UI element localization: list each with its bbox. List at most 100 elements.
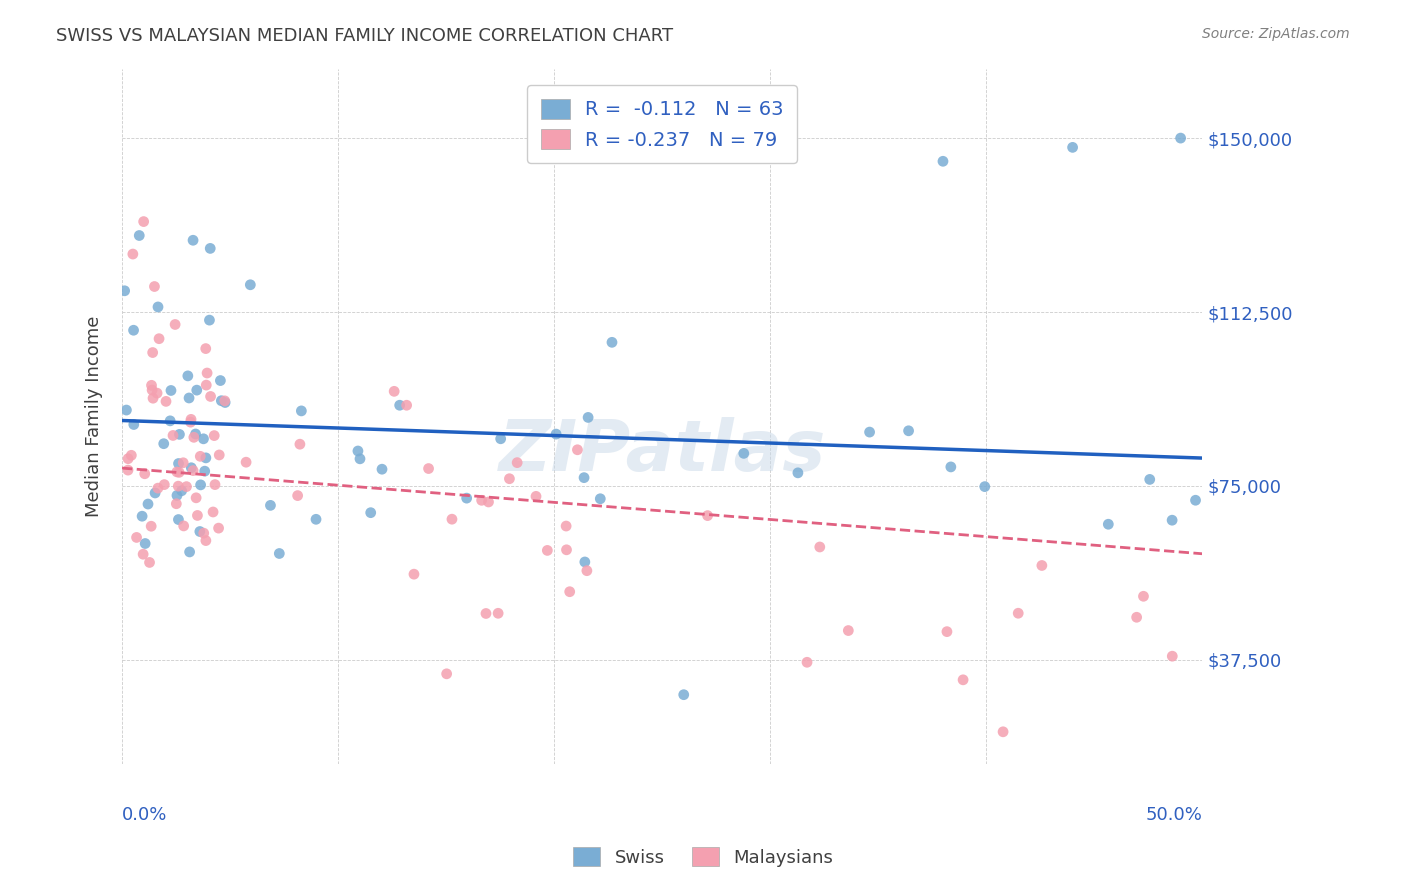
- Malaysians: [567, 442, 589, 457]
- Malaysians: [181, 464, 204, 478]
- Swiss: [349, 451, 371, 466]
- Malaysians: [207, 521, 229, 535]
- Malaysians: [808, 540, 831, 554]
- Malaysians: [142, 391, 165, 405]
- Malaysians: [125, 531, 148, 545]
- Swiss: [181, 233, 204, 247]
- Swiss: [305, 512, 328, 526]
- Swiss: [290, 404, 312, 418]
- Malaysians: [395, 398, 418, 412]
- Malaysians: [141, 383, 163, 397]
- Malaysians: [288, 437, 311, 451]
- Malaysians: [202, 505, 225, 519]
- Malaysians: [436, 666, 458, 681]
- Malaysians: [186, 508, 208, 523]
- Swiss: [489, 432, 512, 446]
- Malaysians: [486, 607, 509, 621]
- Malaysians: [153, 477, 176, 491]
- Swiss: [194, 464, 217, 478]
- Malaysians: [166, 465, 188, 479]
- Swiss: [152, 436, 174, 450]
- Swiss: [786, 466, 808, 480]
- Malaysians: [167, 466, 190, 480]
- Malaysians: [162, 428, 184, 442]
- Malaysians: [555, 519, 578, 533]
- Swiss: [169, 427, 191, 442]
- Malaysians: [382, 384, 405, 399]
- Swiss: [114, 284, 136, 298]
- Malaysians: [188, 450, 211, 464]
- Malaysians: [120, 448, 142, 462]
- Malaysians: [134, 467, 156, 481]
- Swiss: [360, 506, 382, 520]
- Malaysians: [117, 463, 139, 477]
- Swiss: [194, 450, 217, 465]
- Swiss: [572, 470, 595, 484]
- Malaysians: [180, 412, 202, 426]
- Swiss: [170, 483, 193, 498]
- Swiss: [198, 313, 221, 327]
- Swiss: [177, 391, 200, 405]
- Swiss: [1062, 140, 1084, 154]
- Swiss: [134, 536, 156, 550]
- Swiss: [589, 491, 612, 506]
- Malaysians: [165, 318, 187, 332]
- Text: 50.0%: 50.0%: [1146, 806, 1202, 824]
- Swiss: [143, 486, 166, 500]
- Swiss: [136, 497, 159, 511]
- Swiss: [269, 547, 291, 561]
- Swiss: [179, 545, 201, 559]
- Malaysians: [1125, 610, 1147, 624]
- Malaysians: [167, 479, 190, 493]
- Malaysians: [1132, 589, 1154, 603]
- Swiss: [193, 432, 215, 446]
- Swiss: [600, 335, 623, 350]
- Malaysians: [146, 386, 169, 401]
- Swiss: [1161, 513, 1184, 527]
- Malaysians: [1007, 606, 1029, 620]
- Malaysians: [471, 493, 494, 508]
- Malaysians: [575, 564, 598, 578]
- Swiss: [897, 424, 920, 438]
- Malaysians: [555, 542, 578, 557]
- Malaysians: [1161, 649, 1184, 664]
- Swiss: [166, 488, 188, 502]
- Legend: Swiss, Malaysians: Swiss, Malaysians: [565, 840, 841, 874]
- Swiss: [973, 480, 995, 494]
- Swiss: [159, 414, 181, 428]
- Swiss: [131, 509, 153, 524]
- Malaysians: [165, 497, 187, 511]
- Malaysians: [184, 491, 207, 505]
- Malaysians: [193, 526, 215, 541]
- Swiss: [214, 395, 236, 409]
- Swiss: [184, 427, 207, 442]
- Malaysians: [558, 584, 581, 599]
- Malaysians: [172, 456, 194, 470]
- Malaysians: [1031, 558, 1053, 573]
- Swiss: [388, 398, 411, 412]
- Malaysians: [195, 378, 218, 392]
- Malaysians: [287, 489, 309, 503]
- Malaysians: [204, 477, 226, 491]
- Swiss: [672, 688, 695, 702]
- Swiss: [1097, 517, 1119, 532]
- Swiss: [858, 425, 880, 439]
- Malaysians: [132, 547, 155, 561]
- Malaysians: [194, 342, 217, 356]
- Swiss: [576, 410, 599, 425]
- Swiss: [1170, 131, 1192, 145]
- Malaysians: [176, 480, 198, 494]
- Swiss: [209, 374, 232, 388]
- Swiss: [188, 524, 211, 539]
- Swiss: [167, 512, 190, 526]
- Swiss: [180, 460, 202, 475]
- Swiss: [160, 384, 183, 398]
- Swiss: [1139, 472, 1161, 486]
- Malaysians: [195, 366, 218, 380]
- Swiss: [177, 368, 200, 383]
- Swiss: [574, 555, 596, 569]
- Malaysians: [536, 543, 558, 558]
- Malaysians: [183, 430, 205, 444]
- Swiss: [456, 491, 478, 505]
- Swiss: [733, 446, 755, 460]
